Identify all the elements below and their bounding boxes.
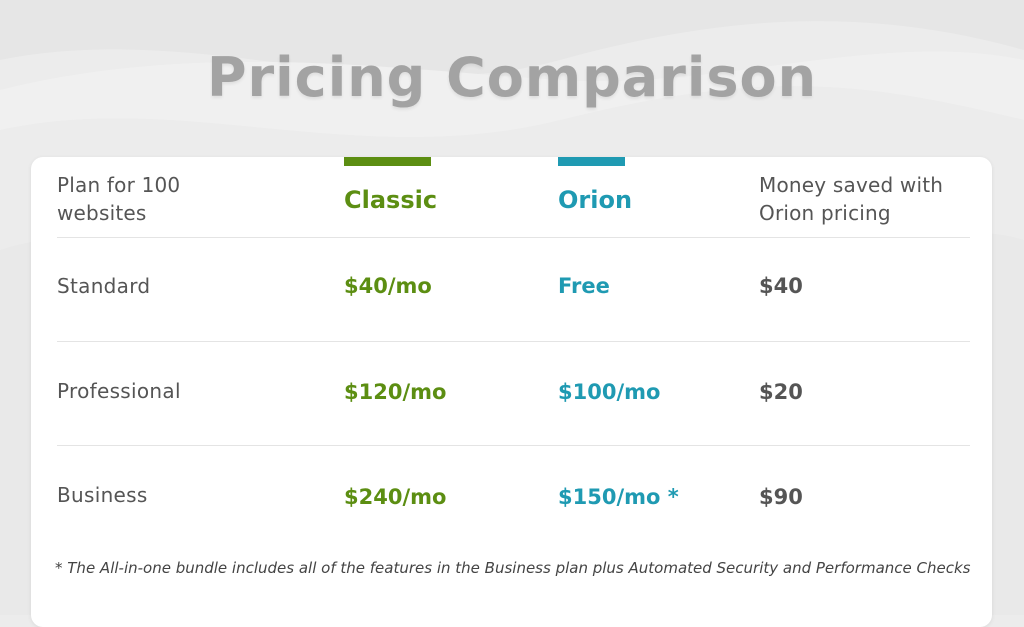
- orion-accent-bar: [558, 157, 625, 166]
- row-professional-orion-price: $100/mo: [558, 380, 661, 404]
- row-professional-saved: $20: [759, 380, 803, 404]
- row-standard-saved: $40: [759, 274, 803, 298]
- header-classic: Classic: [344, 186, 438, 214]
- pricing-table-card: [31, 157, 992, 627]
- row-divider: [57, 341, 970, 342]
- row-business-classic-price: $240/mo: [344, 485, 447, 509]
- classic-accent-bar: [344, 157, 431, 166]
- row-business-orion-price: $150/mo *: [558, 485, 679, 509]
- page-title: Pricing Comparison: [206, 46, 818, 109]
- header-saved-line2: Orion pricing: [759, 201, 891, 225]
- header-saved-line1: Money saved with: [759, 173, 944, 197]
- row-professional-plan: Professional: [57, 379, 181, 403]
- row-business-saved: $90: [759, 485, 803, 509]
- footnote: * The All-in-one bundle includes all of …: [55, 559, 971, 577]
- row-standard-orion-price: Free: [558, 274, 610, 298]
- header-money-saved: Money saved with Orion pricing: [759, 171, 943, 227]
- header-orion: Orion: [558, 186, 633, 214]
- header-plan-line2: websites: [57, 201, 147, 225]
- header-plan-line1: Plan for 100: [57, 173, 181, 197]
- header-plan-label: Plan for 100 websites: [57, 171, 180, 227]
- header-divider: [57, 237, 970, 238]
- row-standard-plan: Standard: [57, 274, 151, 298]
- row-divider: [57, 445, 970, 446]
- row-professional-classic-price: $120/mo: [344, 380, 447, 404]
- row-standard-classic-price: $40/mo: [344, 274, 432, 298]
- row-business-plan: Business: [57, 483, 148, 507]
